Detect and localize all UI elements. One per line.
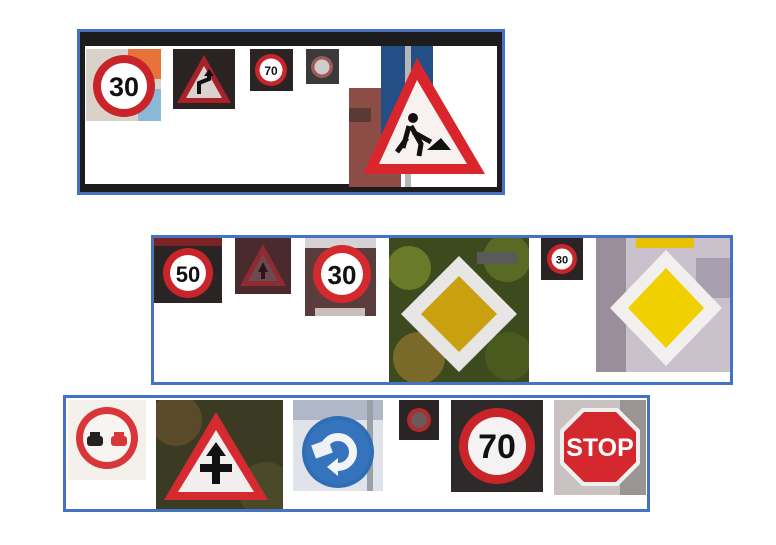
speed-limit-small-photo — [306, 49, 339, 84]
warning-curve-left-photo — [173, 49, 235, 109]
speed-limit-70-photo: 70 — [451, 400, 543, 492]
speed-limit-tiny-photo — [399, 400, 439, 440]
sign-label: 70 — [264, 64, 278, 78]
priority-road-photo-light — [596, 238, 730, 372]
sign-strip-2: 50 30 — [151, 235, 733, 385]
sign-label: 30 — [556, 255, 568, 267]
sign-label: 50 — [176, 262, 200, 287]
warning-roadworks-photo — [349, 46, 497, 187]
mandatory-roundabout-photo — [293, 400, 383, 491]
sign-label: 30 — [328, 260, 357, 290]
speed-limit-30-small-photo: 30 — [541, 238, 583, 280]
stop-sign-photo: STOP — [554, 400, 646, 495]
warning-triangle-photo — [235, 238, 291, 294]
no-overtaking-photo — [68, 400, 146, 480]
sign-strip-1: 30 70 — [77, 29, 505, 195]
speed-limit-30-photo: 30 — [86, 49, 161, 121]
sign-strip-3: 70 STOP — [63, 395, 650, 512]
speed-limit-30-photo: 30 — [305, 238, 376, 316]
speed-limit-70-photo: 70 — [250, 49, 293, 91]
sign-label: STOP — [566, 434, 634, 462]
sign-label: 30 — [109, 72, 139, 102]
priority-road-photo-dark — [389, 238, 529, 382]
speed-limit-50-photo: 50 — [154, 238, 222, 303]
warning-crossroads-photo — [156, 400, 283, 509]
sign-label: 70 — [478, 428, 516, 466]
